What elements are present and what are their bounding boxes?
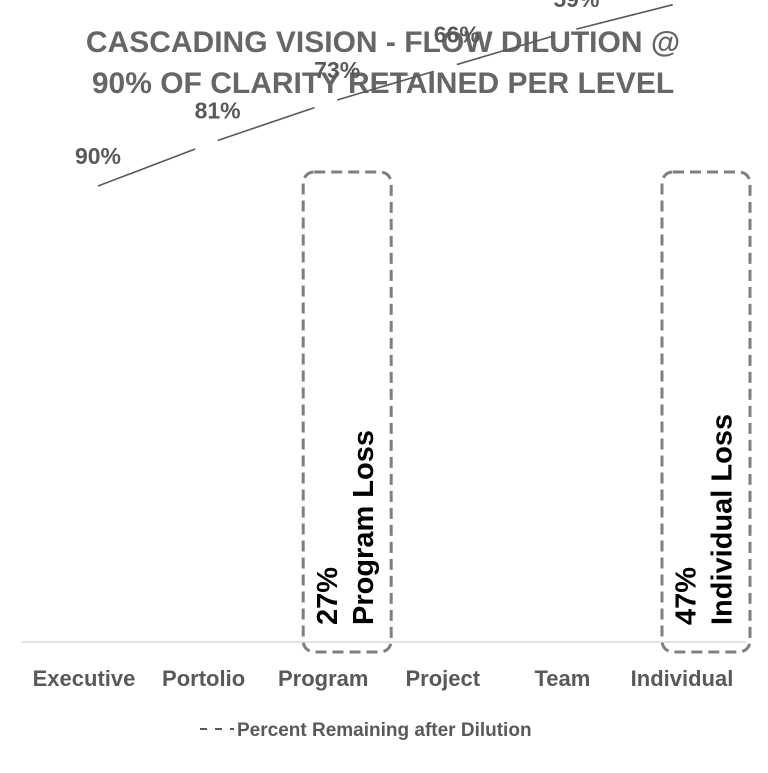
category-label-project: Project (406, 666, 481, 691)
line-segment-4 (456, 35, 554, 66)
legend-label: Percent Remaining after Dilution (237, 720, 532, 741)
line-segment-1 (97, 148, 196, 187)
data-label-portolio: 81% (195, 97, 241, 123)
legend: Percent Remaining after Dilution (200, 720, 532, 741)
line-segment-5 (576, 3, 673, 30)
program-loss-box (301, 170, 393, 654)
chart-title-line-2: 90% OF CLARITY RETAINED PER LEVEL (92, 67, 674, 100)
individual-loss-percent: 47% (671, 567, 703, 625)
program-loss-percent: 27% (312, 567, 344, 625)
category-labels: Executive Portolio Program Project Team Indiv… (33, 666, 734, 691)
data-label-executive: 90% (75, 143, 121, 169)
series-line (97, 3, 673, 187)
category-label-executive: Executive (33, 666, 136, 691)
individual-loss-box (660, 170, 752, 654)
category-label-team: Team (534, 666, 590, 691)
data-label-project: 66% (434, 22, 480, 48)
line-segment-3 (336, 70, 435, 101)
individual-loss-label: Individual Loss (707, 414, 739, 625)
program-loss-label: Program Loss (348, 430, 380, 625)
category-label-individual: Individual (631, 666, 734, 691)
category-label-program: Program (278, 666, 368, 691)
data-labels: 90%81%73%66%59%53% (75, 0, 599, 169)
loss-annotations: 27% Program Loss 47% Individual Loss (301, 170, 752, 654)
data-label-program: 73% (314, 57, 360, 83)
line-segment-2 (217, 106, 315, 142)
category-label-portolio: Portolio (162, 666, 245, 691)
data-label-team: 59% (553, 0, 599, 12)
chart-title-line-1: CASCADING VISION - FLOW DILUTION @ (86, 26, 680, 59)
